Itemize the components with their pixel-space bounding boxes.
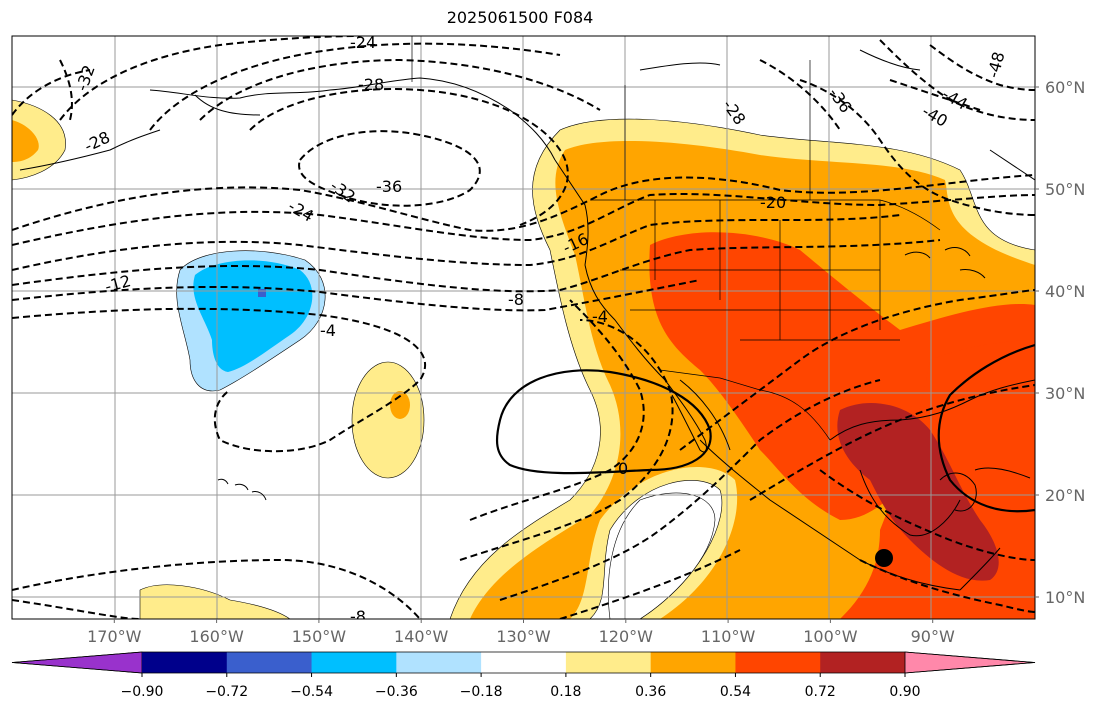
contour-label: -28 <box>358 75 384 94</box>
lat-tick-label: 40°N <box>1045 282 1085 301</box>
colorbar-segment <box>142 652 228 673</box>
lon-tick-label: 130°W <box>496 627 551 646</box>
colorbar-segment <box>735 652 821 673</box>
colorbar-level-label: −0.54 <box>290 684 333 700</box>
anomaly-fill-west-edge-core <box>12 120 39 162</box>
colorbar-segment <box>396 652 482 673</box>
lat-tick-label: 10°N <box>1045 588 1085 607</box>
anomaly-fill-072 <box>837 402 999 581</box>
colorbar-level-label: 0.54 <box>720 684 751 700</box>
contours-solid <box>495 343 1035 513</box>
map-title: 2025061500 F084 <box>446 8 594 27</box>
anomaly-fill-pacific-blob-core <box>390 391 410 419</box>
colorbar-level-label: 0.36 <box>635 684 666 700</box>
colorbar-segment <box>311 652 397 673</box>
colorbar-segment <box>226 652 313 673</box>
colorbar-level-label: −0.36 <box>375 684 418 700</box>
colorbar-labels: −0.90 −0.72 −0.54 −0.36 −0.18 0.18 0.36 0.54 0.7… <box>121 673 921 700</box>
contour-label: -4 <box>320 321 336 340</box>
lon-tick-label: 140°W <box>394 627 449 646</box>
contour-label: -24 <box>350 33 376 52</box>
lon-tick-label: 90°W <box>911 627 955 646</box>
anomaly-fill-neg-054 <box>258 289 266 297</box>
lon-tick-label: 170°W <box>87 627 142 646</box>
lat-tick-label: 20°N <box>1045 486 1085 505</box>
lon-tick-label: 120°W <box>599 627 654 646</box>
colorbar-segment <box>650 652 736 673</box>
colorbar-level-label: −0.90 <box>121 684 164 700</box>
colorbar-level-label: 0.72 <box>805 684 836 700</box>
lat-tick-label: 30°N <box>1045 384 1085 403</box>
colorbar-segment <box>481 652 567 673</box>
lon-tick-label: 150°W <box>292 627 347 646</box>
anomaly-fill-white-tongue <box>608 492 716 619</box>
contour-label: -8 <box>508 290 524 309</box>
contour-label: 0 <box>618 459 628 478</box>
lon-tick-label: 100°W <box>803 627 858 646</box>
colorbar-extend-high <box>904 651 1036 674</box>
graticule <box>12 36 1035 619</box>
colorbar-segment <box>820 652 906 673</box>
colorbar <box>11 651 1036 674</box>
anomaly-fill-southwest <box>139 584 291 619</box>
latitude-ticks: 60°N 50°N 40°N 30°N 20°N 10°N <box>1035 78 1085 607</box>
lat-tick-label: 60°N <box>1045 78 1085 97</box>
anomaly-fill-west-edge <box>12 99 66 181</box>
lon-tick-label: 110°W <box>701 627 756 646</box>
contours-dashed <box>12 36 1035 619</box>
contour-label: -36 <box>376 177 402 196</box>
contour-label: -8 <box>350 607 366 626</box>
location-marker <box>875 549 893 567</box>
colorbar-level-label: 0.90 <box>889 684 920 700</box>
lon-tick-label: 160°W <box>189 627 244 646</box>
contour-label: -20 <box>760 193 786 212</box>
colorbar-segment <box>565 652 652 673</box>
anomaly-fill-neg-036 <box>193 260 313 372</box>
colorbar-level-label: 0.18 <box>550 684 581 700</box>
colorbar-level-label: −0.72 <box>205 684 248 700</box>
colorbar-level-label: −0.18 <box>460 684 503 700</box>
lat-tick-label: 50°N <box>1045 180 1085 199</box>
colorbar-extend-low <box>11 651 143 674</box>
contour-label: -4 <box>592 307 608 326</box>
longitude-ticks: 170°W 160°W 150°W 140°W 130°W 120°W 110°W 100°W… <box>87 619 955 646</box>
